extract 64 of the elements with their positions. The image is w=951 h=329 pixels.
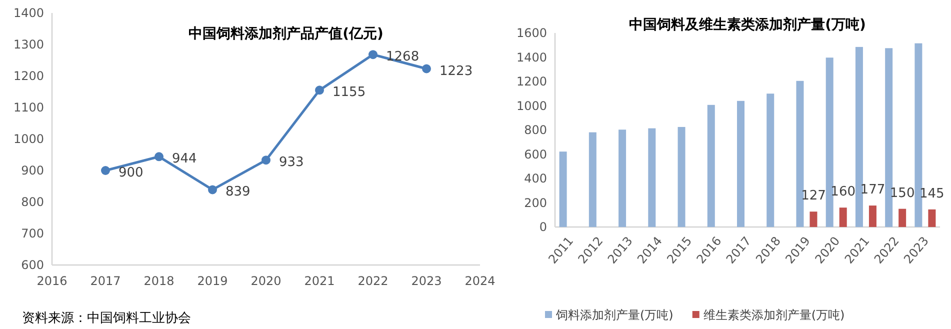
point bbox=[208, 185, 217, 194]
y-tick-label: 1200 bbox=[13, 69, 44, 83]
text: 资料来源：中国饲料工业协会 bbox=[22, 311, 191, 326]
point bbox=[101, 166, 110, 175]
point bbox=[368, 50, 378, 60]
bar bbox=[737, 100, 744, 227]
y-tick-label: 1600 bbox=[516, 26, 547, 40]
bar bbox=[766, 94, 774, 227]
data-label: 933 bbox=[279, 155, 304, 170]
y-tick-label: 400 bbox=[524, 172, 547, 186]
y-tick-label: 0 bbox=[539, 220, 547, 234]
y-tick-label: 900 bbox=[21, 164, 44, 178]
bar bbox=[559, 152, 567, 227]
y-tick-label: 800 bbox=[21, 195, 44, 209]
x-tick-label: 2023 bbox=[411, 274, 442, 288]
y-tick-label: 1400 bbox=[516, 50, 547, 64]
x-tick-label: 2017 bbox=[90, 274, 121, 288]
point bbox=[262, 156, 270, 165]
bar bbox=[618, 130, 626, 227]
data-label: 839 bbox=[226, 184, 250, 200]
bar bbox=[885, 48, 893, 227]
data-label: 1223 bbox=[440, 64, 473, 79]
chart-title: 中国饲料及维生素类添加剂产量(万吨) bbox=[629, 16, 866, 33]
x-tick-label: 2018 bbox=[144, 274, 174, 288]
bar bbox=[928, 209, 936, 227]
bar bbox=[914, 43, 922, 227]
text: 中国饲料添加剂产品产值(亿元) bbox=[188, 25, 384, 42]
x-tick-label: 2022 bbox=[358, 274, 388, 288]
x-tick-label: 2020 bbox=[250, 274, 282, 288]
legend-label: 维生素类添加剂产量(万吨) bbox=[703, 308, 845, 322]
x-tick-label: 2019 bbox=[197, 274, 228, 288]
y-tick-label: 1200 bbox=[516, 74, 547, 88]
bar bbox=[898, 208, 906, 227]
bar bbox=[868, 206, 876, 227]
y-tick-label: 1400 bbox=[13, 6, 44, 20]
y-tick-label: 800 bbox=[524, 123, 547, 137]
bar bbox=[855, 46, 863, 227]
point bbox=[422, 64, 431, 74]
bar bbox=[796, 80, 804, 227]
data-label: 1155 bbox=[332, 85, 366, 100]
bar bbox=[588, 132, 596, 227]
bar bbox=[678, 126, 686, 227]
x-tick-label: 2021 bbox=[304, 274, 335, 288]
point bbox=[154, 152, 164, 162]
data-label: 1268 bbox=[386, 50, 420, 65]
bar bbox=[707, 104, 715, 227]
y-tick-label: 1000 bbox=[13, 132, 44, 146]
x-tick-label: 2016 bbox=[36, 274, 68, 288]
bar bbox=[810, 212, 818, 227]
bar bbox=[826, 58, 834, 227]
legend-label: 饲料添加剂产量(万吨) bbox=[555, 308, 674, 322]
y-tick-label: 200 bbox=[524, 196, 547, 210]
y-tick-label: 600 bbox=[524, 147, 547, 162]
y-tick-label: 1100 bbox=[13, 100, 44, 114]
y-tick-label: 600 bbox=[21, 258, 44, 272]
data-label: 900 bbox=[118, 166, 144, 180]
y-tick-label: 1300 bbox=[13, 38, 44, 52]
x-tick-label: 2024 bbox=[464, 274, 496, 288]
bar bbox=[648, 128, 656, 227]
bar bbox=[839, 208, 847, 227]
data-label: 944 bbox=[172, 152, 197, 167]
y-tick-label: 1000 bbox=[516, 98, 547, 113]
point bbox=[315, 86, 324, 95]
y-tick-label: 700 bbox=[21, 226, 44, 240]
